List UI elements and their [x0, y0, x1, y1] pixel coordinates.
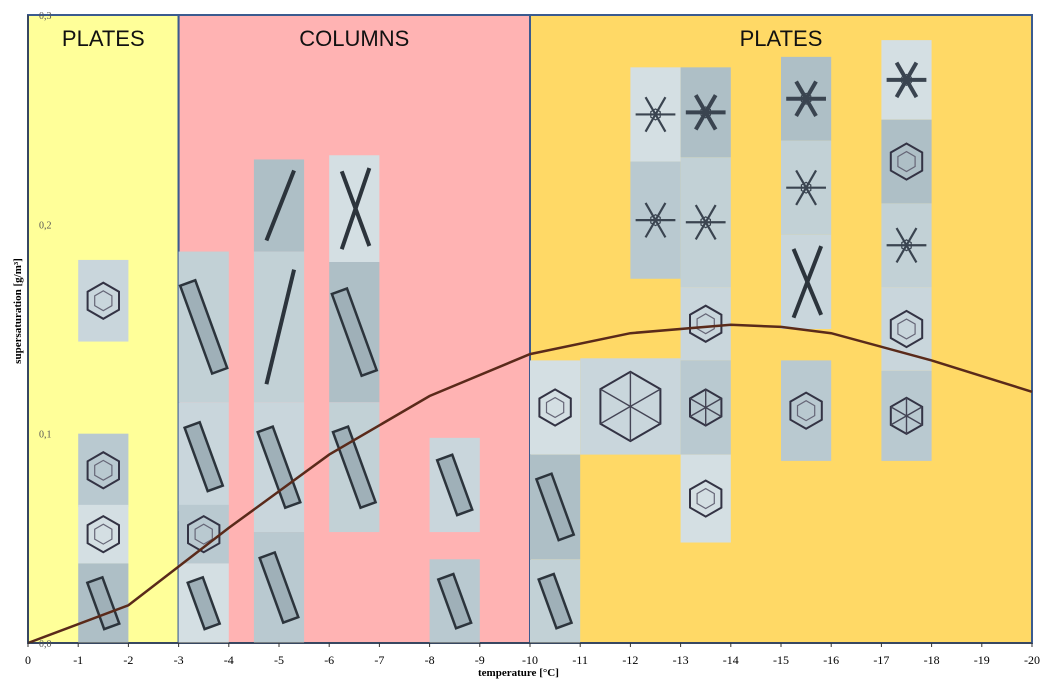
water-saturation-curve	[27, 323, 1033, 645]
crystal-photo-12	[329, 155, 380, 263]
crystal-photo-28	[781, 56, 832, 141]
crystal-photo-13	[329, 262, 380, 403]
x-tick-label: -19	[974, 653, 990, 667]
crystal-photo-29	[781, 140, 832, 235]
x-tick-label: -14	[723, 653, 739, 667]
crystal-photo-27	[680, 454, 731, 543]
x-tick-label: -20	[1024, 653, 1040, 667]
crystal-photo-14	[329, 402, 380, 533]
x-tick-label: -3	[174, 653, 184, 667]
x-tick-label: -9	[475, 653, 485, 667]
crystal-photo-30	[781, 234, 832, 329]
region-2-label: PLATES	[740, 26, 823, 51]
y-axis-title: supersaturation [g/m³]	[12, 258, 24, 364]
crystal-photo-11	[253, 532, 305, 643]
x-tick-label: -13	[673, 653, 689, 667]
crystal-photo-0	[78, 259, 129, 342]
crystal-photo-31	[781, 360, 832, 461]
x-tick-label: -17	[873, 653, 889, 667]
x-tick-label: -6	[324, 653, 334, 667]
crystal-photo-20	[580, 358, 681, 455]
region-1-label: COLUMNS	[299, 26, 409, 51]
crystal-photo-10	[253, 402, 305, 533]
x-tick-label: -5	[274, 653, 284, 667]
crystal-photo-5	[178, 402, 229, 512]
y-axis: 0,0 0,1 0,2 0,3	[27, 11, 52, 650]
y-tick-label: 0,1	[39, 430, 52, 441]
x-tick-label: -2	[123, 653, 133, 667]
x-tick-label: -1	[73, 653, 83, 667]
crystal-photo-25	[680, 287, 731, 361]
x-axis: 0 -1 -2 -3 -4 -5 -6 -7 -8 -9 -10 -11 -12 -13 -14 -15 -16…	[25, 642, 1040, 667]
crystal-photo-7	[178, 563, 229, 643]
crystal-photo-36	[881, 370, 932, 461]
crystal-photo-33	[881, 119, 932, 204]
crystal-photo-32	[881, 40, 932, 120]
x-tick-label: -11	[572, 653, 588, 667]
crystal-photo-9	[253, 251, 305, 403]
crystal-photo-19	[530, 559, 581, 643]
crystal-photo-2	[78, 504, 129, 564]
crystal-photo-layer	[78, 40, 932, 643]
crystal-photo-23	[680, 67, 731, 158]
y-tick-label: 0,2	[39, 220, 52, 231]
region-0-label: PLATES	[62, 26, 145, 51]
crystal-photo-1	[78, 433, 129, 507]
x-tick-label: -10	[522, 653, 538, 667]
y-tick-label: 0,3	[39, 11, 52, 22]
x-tick-label: -15	[773, 653, 789, 667]
x-tick-label: -18	[924, 653, 940, 667]
crystal-photo-3	[78, 563, 129, 643]
crystal-photo-34	[881, 203, 932, 288]
x-tick-label: -7	[374, 653, 384, 667]
x-tick-label: -4	[224, 653, 234, 667]
x-tick-label: -12	[622, 653, 638, 667]
crystal-photo-24	[680, 157, 731, 288]
y-tick-label: 0,0	[39, 639, 52, 650]
crystal-photo-18	[530, 454, 581, 560]
crystal-photo-15	[429, 437, 480, 533]
crystal-photo-22	[630, 67, 681, 162]
crystal-photo-21	[630, 161, 681, 279]
crystal-photo-8	[253, 159, 305, 252]
x-tick-label: -16	[823, 653, 839, 667]
crystal-photo-4	[178, 251, 229, 403]
x-tick-label: -8	[425, 653, 435, 667]
x-axis-title: temperature [°C]	[478, 667, 559, 679]
crystal-photo-26	[680, 360, 731, 455]
x-tick-label: 0	[25, 653, 31, 667]
crystal-photo-17	[530, 360, 581, 455]
crystal-photo-16	[429, 559, 480, 643]
